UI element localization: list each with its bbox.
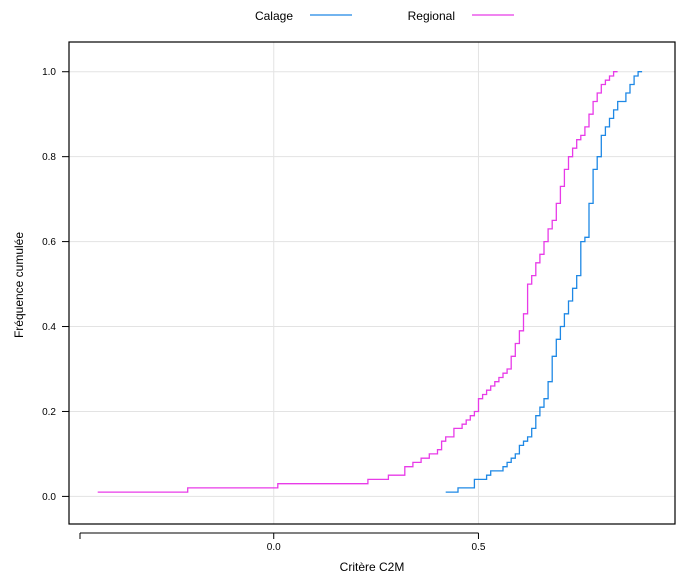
y-tick-label-3: 0.6: [42, 237, 56, 248]
y-tick-label-0: 0.0: [42, 492, 56, 503]
x-tick-label-1: 0.5: [472, 542, 486, 553]
y-tick-label-4: 0.8: [42, 152, 56, 163]
series-line-regional: [97, 71, 618, 493]
legend: Calage Regional: [255, 9, 514, 23]
grid-lines: [69, 42, 675, 524]
plot-frame: [68, 41, 676, 525]
y-tick-label-2: 0.4: [42, 322, 56, 333]
y-tick-label-1: 0.2: [42, 407, 56, 418]
series-line-calage: [445, 71, 643, 493]
legend-label-regional: Regional: [408, 9, 455, 23]
x-axis-title: Critère C2M: [340, 560, 405, 574]
axes: 0.0 0.5 0.0 0.2 0.4 0.6 0.8 1.0: [42, 67, 486, 553]
x-tick-label-0: 0.0: [267, 542, 281, 553]
legend-label-calage: Calage: [255, 9, 293, 23]
y-tick-label-5: 1.0: [42, 67, 56, 78]
y-axis-title: Fréquence cumulée: [12, 232, 26, 338]
series-layer: [97, 71, 643, 493]
